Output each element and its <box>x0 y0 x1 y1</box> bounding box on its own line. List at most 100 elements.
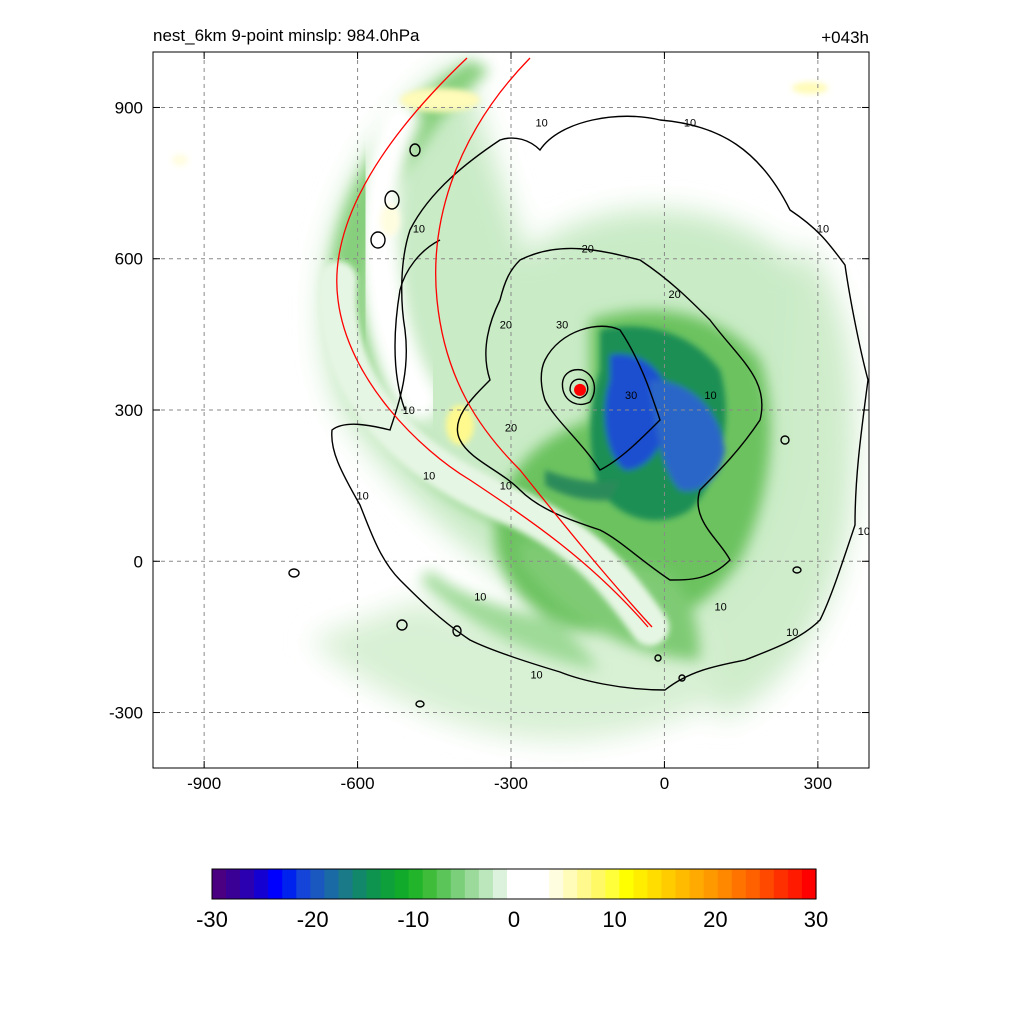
colorbar-swatch <box>773 869 789 899</box>
colorbar-swatch <box>226 869 241 899</box>
colorbar-swatch <box>324 869 340 899</box>
colorbar-swatch <box>436 869 452 899</box>
colorbar-swatch <box>633 869 649 899</box>
colorbar-swatch <box>591 869 606 899</box>
y-tick-label: -300 <box>109 704 143 723</box>
y-tick-label: 900 <box>115 98 143 117</box>
shaded-field <box>172 60 855 740</box>
colorbar-swatch <box>577 869 592 899</box>
colorbar-swatch <box>675 869 691 899</box>
contour-label: 20 <box>500 319 512 331</box>
colorbar-tick-label: 30 <box>804 907 828 932</box>
colorbar-swatch <box>506 869 522 899</box>
y-tick-label: 600 <box>115 250 143 269</box>
colorbar-swatch <box>212 869 227 899</box>
colorbar-swatch <box>408 869 424 899</box>
contour-label: 10 <box>423 471 435 483</box>
colorbar-swatch <box>352 869 368 899</box>
x-axis: -900 -600 -300 0 300 <box>187 52 832 793</box>
contour-10-outer <box>331 115 869 691</box>
colorbar-swatch <box>394 869 410 899</box>
x-tick-label: 300 <box>804 774 832 793</box>
contour-label: 10 <box>858 526 870 538</box>
contour-label: 10 <box>817 223 829 235</box>
colorbar-tick-label: -10 <box>397 907 429 932</box>
colorbar-tick-label: 0 <box>508 907 520 932</box>
colorbar-swatch <box>717 869 733 899</box>
y-axis: -300 0 300 600 900 <box>109 98 869 723</box>
colorbar-swatch <box>703 869 719 899</box>
colorbar-swatch <box>661 869 677 899</box>
colorbar-swatch <box>563 869 578 899</box>
colorbar-swatch <box>282 869 297 899</box>
contour-10-inner-band <box>394 239 441 411</box>
y-tick-label: 0 <box>134 552 143 571</box>
contour-label: 10 <box>704 390 716 402</box>
contour-label: 20 <box>669 289 681 301</box>
colorbar-tick-label: -20 <box>297 907 329 932</box>
colorbar <box>211 868 817 900</box>
y-tick-label: 300 <box>115 401 143 420</box>
track-line-outer <box>336 57 649 628</box>
storm-center-marker <box>574 383 587 396</box>
colorbar-swatch <box>647 869 663 899</box>
contour-label: 10 <box>684 118 696 130</box>
track-line-inner <box>435 57 653 628</box>
colorbar-swatch <box>450 869 466 899</box>
colorbar-tick-label: -30 <box>196 907 228 932</box>
contour-lines <box>288 115 869 708</box>
colorbar-tick-label: 20 <box>703 907 727 932</box>
chart-title: nest_6km 9-point minslp: 984.0hPa <box>153 26 420 45</box>
colorbar-frame <box>211 868 817 900</box>
contour-label: 10 <box>413 223 425 235</box>
colorbar-swatch <box>745 869 761 899</box>
colorbar-swatch <box>521 869 536 899</box>
contour-label: 30 <box>556 319 568 331</box>
contour-label: 20 <box>505 423 517 435</box>
colorbar-swatch <box>801 869 817 899</box>
forecast-hour-label: +043h <box>821 28 869 47</box>
colorbar-swatch <box>464 869 480 899</box>
colorbar-swatch <box>254 869 269 899</box>
contour-20 <box>456 247 763 581</box>
plot-area: 10 10 10 10 10 10 10 10 10 10 10 10 10 10 20 20 20 20 30 30 <box>153 52 870 768</box>
colorbar-swatch <box>296 869 311 899</box>
contour-label: 10 <box>357 491 369 503</box>
colorbar-swatch <box>605 869 620 899</box>
contour-eye-inner <box>569 378 589 399</box>
contour-label: 20 <box>582 244 594 256</box>
colorbar-swatch <box>268 869 283 899</box>
colorbar-swatch <box>310 869 325 899</box>
colorbar-labels: -30 -20 -10 0 10 20 30 <box>196 907 828 932</box>
x-tick-label: -600 <box>341 774 375 793</box>
colorbar-swatch <box>366 869 382 899</box>
contour-label: 10 <box>500 481 512 493</box>
colorbar-swatch <box>338 869 354 899</box>
track-lines <box>336 57 653 628</box>
colorbar-swatch <box>549 869 564 899</box>
contour-30 <box>540 325 661 471</box>
colorbar-swatch <box>240 869 255 899</box>
colorbar-swatch <box>492 869 508 899</box>
contour-label: 30 <box>625 390 637 402</box>
colorbar-swatch <box>535 869 550 899</box>
x-tick-label: -900 <box>187 774 221 793</box>
colorbar-tick-label: 10 <box>602 907 626 932</box>
colorbar-swatch <box>422 869 438 899</box>
contour-label: 10 <box>786 627 798 639</box>
contour-label: 10 <box>474 592 486 604</box>
contour-label: 10 <box>536 118 548 130</box>
positive-anomaly-patches <box>172 82 828 445</box>
colorbar-swatch <box>380 869 396 899</box>
contour-label: 10 <box>530 670 542 682</box>
colorbar-swatch <box>787 869 803 899</box>
colorbar-swatch <box>478 869 494 899</box>
contour-label: 10 <box>715 602 727 614</box>
colorbar-swatch <box>689 869 705 899</box>
colorbar-swatch <box>619 869 634 899</box>
colorbar-swatch <box>731 869 747 899</box>
x-tick-label: 0 <box>660 774 669 793</box>
colorbar-swatch <box>759 869 775 899</box>
contour-label: 10 <box>403 405 415 417</box>
